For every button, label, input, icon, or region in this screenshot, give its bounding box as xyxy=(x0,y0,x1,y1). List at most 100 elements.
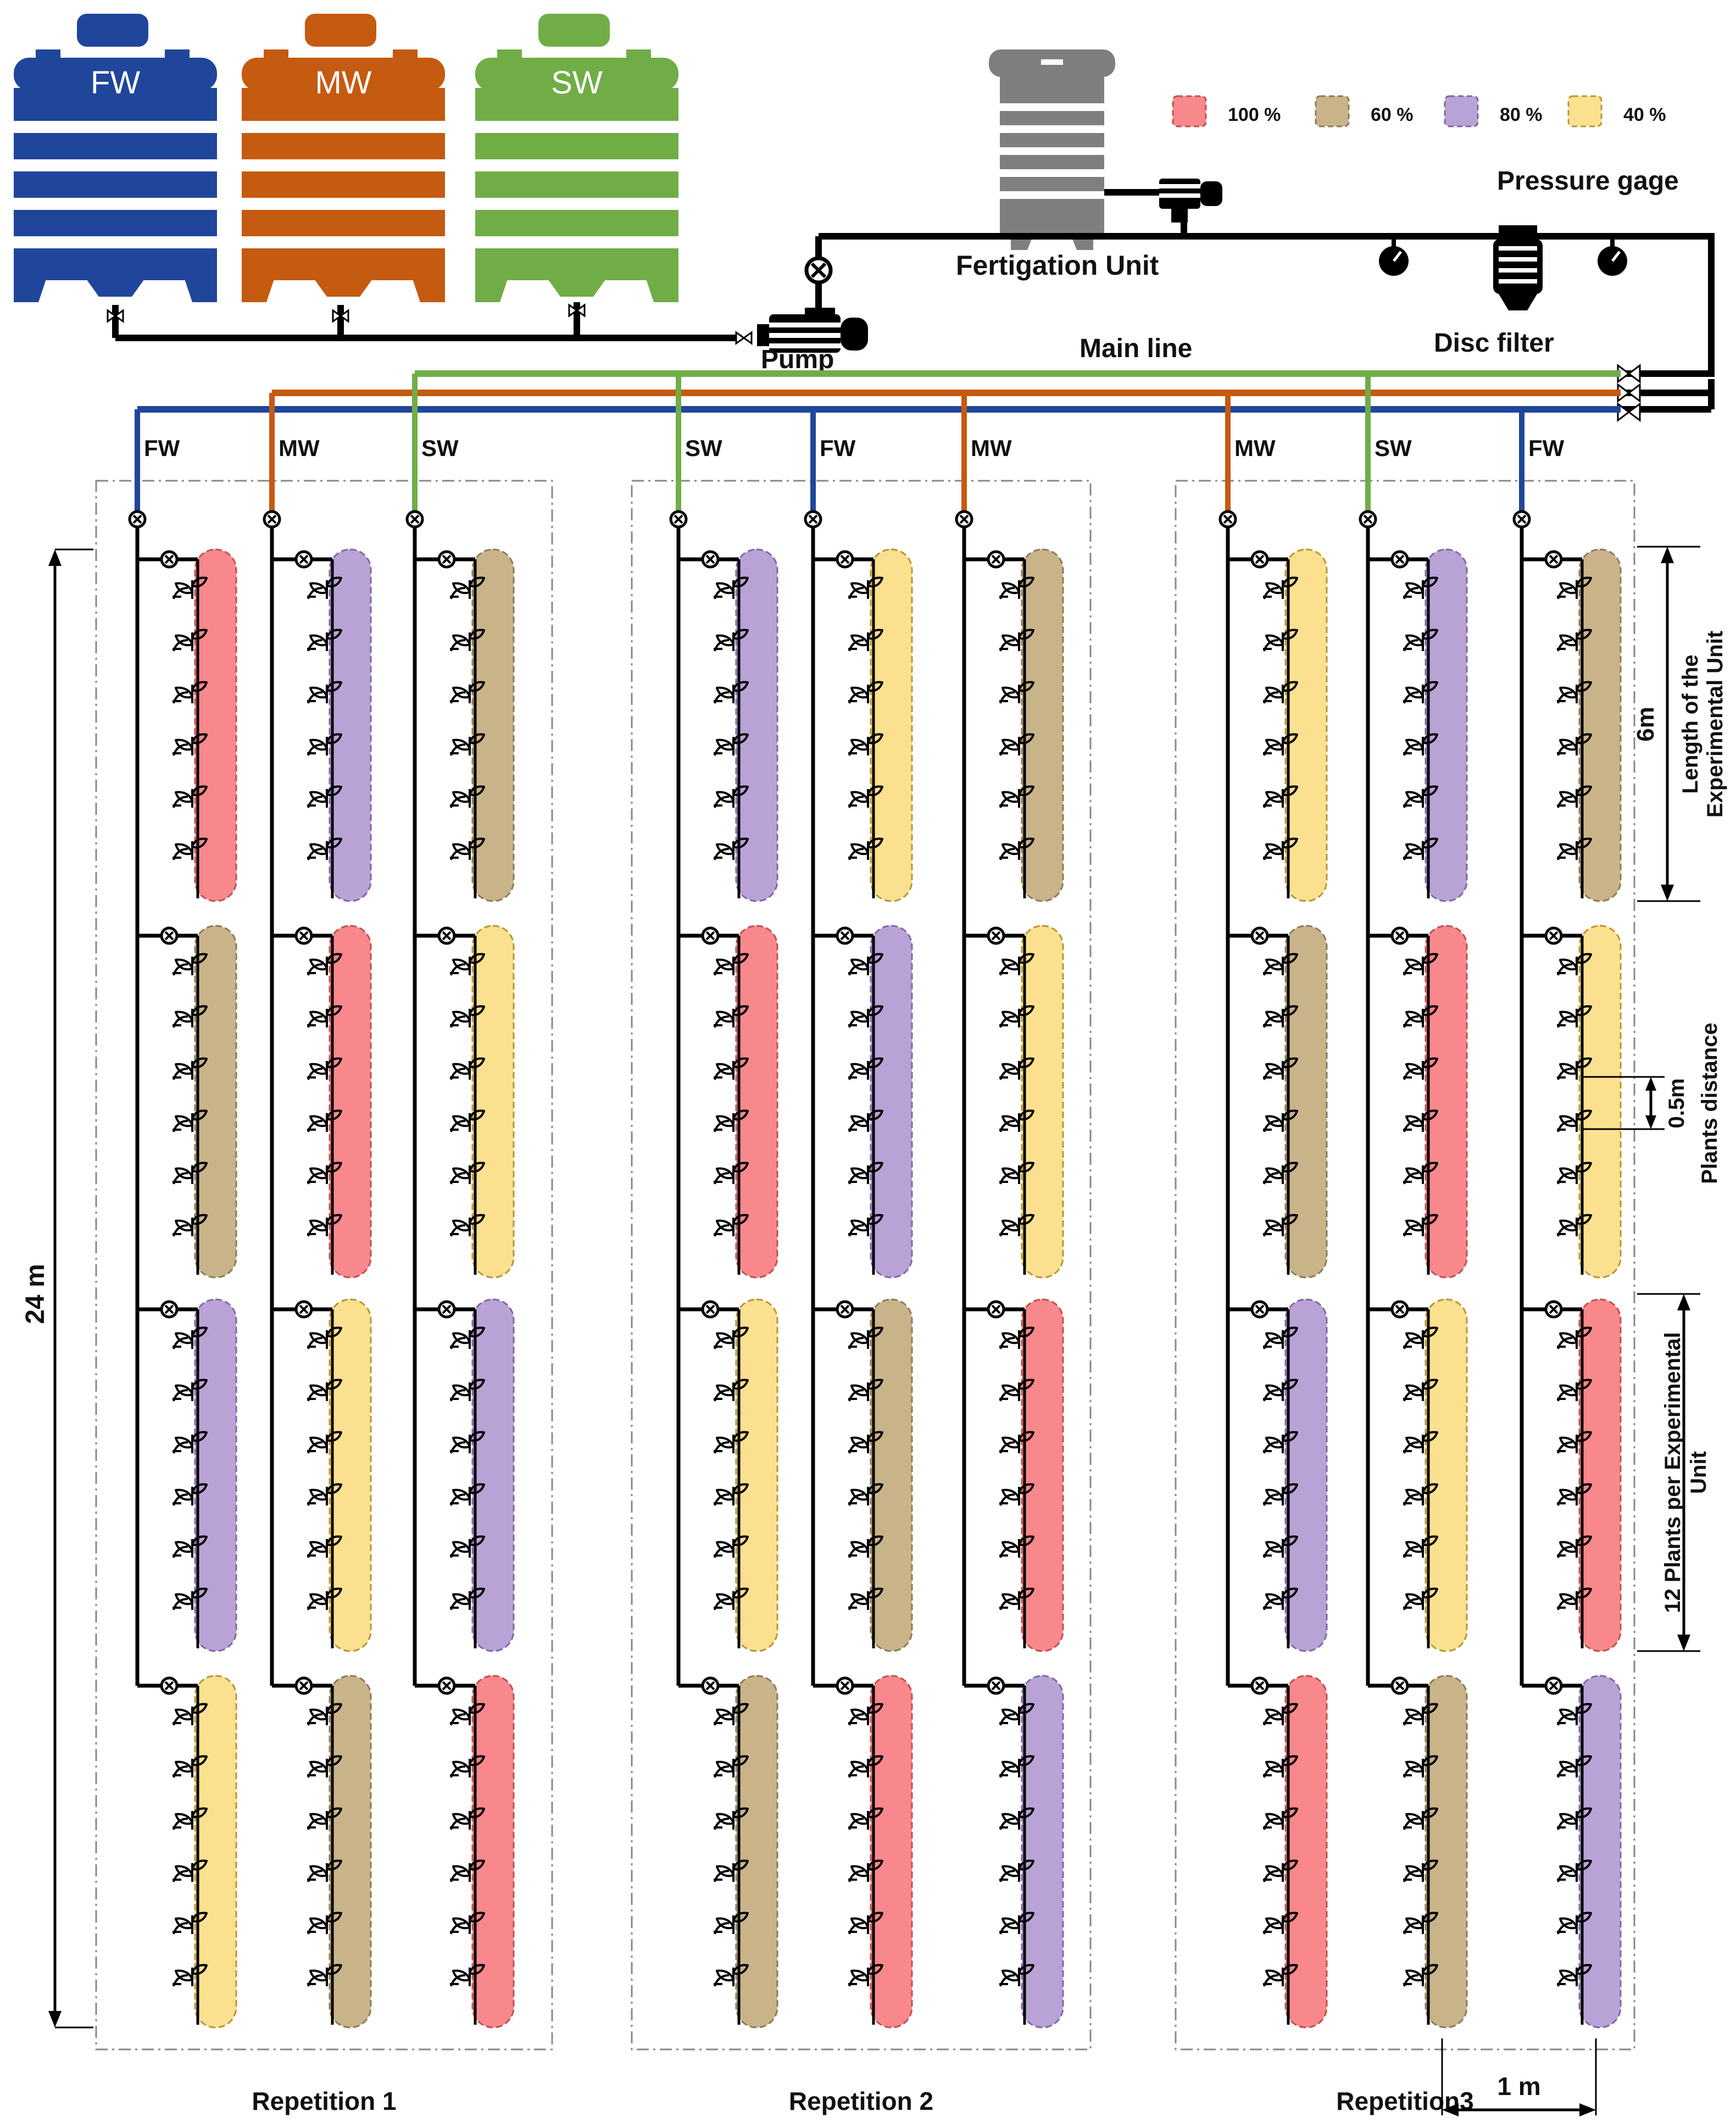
treatment-bed xyxy=(735,1298,778,1652)
experimental-unit xyxy=(964,1298,1064,1652)
legend-item: 100 % xyxy=(1172,95,1281,127)
sub-main-line: MW xyxy=(1220,393,1328,2029)
water-type-label: FW xyxy=(1528,435,1565,461)
plants-per-unit-line-1: 12 Plants per Experimental xyxy=(1661,1332,1685,1613)
water-type-label: MW xyxy=(971,435,1012,461)
pump-label: Pump xyxy=(761,345,834,374)
sub-main-valve-icon xyxy=(1514,512,1529,527)
lateral-valve-icon xyxy=(1546,1678,1561,1693)
experimental-unit xyxy=(272,925,372,1279)
legend: 100 % 60 % 80 % 40 % xyxy=(1172,95,1666,127)
plants-per-unit-line-2: Unit xyxy=(1687,1451,1711,1494)
repetition-boundary xyxy=(95,480,553,2051)
lateral-valve-icon xyxy=(1252,552,1267,567)
lateral-valve-icon xyxy=(703,552,718,567)
legend-swatch xyxy=(1315,95,1350,127)
treatment-bed xyxy=(471,548,515,902)
treatment-bed xyxy=(329,548,372,902)
experimental-unit xyxy=(1228,1298,1328,1652)
lateral-valve-icon xyxy=(1252,928,1267,943)
lateral-valve-icon xyxy=(1252,1678,1267,1693)
legend-label: 60 % xyxy=(1371,104,1414,125)
sub-main-valve-icon xyxy=(956,512,972,527)
main-lines xyxy=(137,370,1621,413)
treatment-bed xyxy=(1284,1675,1328,2029)
treatment-bed xyxy=(329,1675,372,2029)
plant-distance-value: 0.5m xyxy=(1665,1078,1689,1128)
water-tanks: FW MW SW xyxy=(14,14,678,302)
main-line-label: Main line xyxy=(1080,334,1192,363)
unit-length-value: 6m xyxy=(1632,707,1659,742)
plant-distance-caption: Plants distance xyxy=(1698,1023,1722,1184)
treatment-bed xyxy=(1578,925,1622,1279)
pressure-gage-label: Pressure gage xyxy=(1497,166,1679,196)
lateral-valve-icon xyxy=(988,552,1004,567)
treatment-bed xyxy=(329,1298,372,1652)
sub-main-valve-icon xyxy=(407,512,422,527)
treatment-bed xyxy=(471,1675,515,2029)
experimental-unit xyxy=(678,1675,778,2029)
disc-filter xyxy=(1493,225,1543,310)
experimental-unit xyxy=(137,1298,237,1652)
dimension-plant-distance: 0.5m Plants distance xyxy=(1582,1023,1722,1184)
treatment-bed xyxy=(194,925,237,1279)
pressure-gage-right xyxy=(1598,236,1627,276)
treatment-bed xyxy=(735,925,778,1279)
experimental-unit xyxy=(678,548,778,902)
treatment-bed xyxy=(1425,548,1468,902)
sub-main-line: MW xyxy=(264,393,372,2029)
legend-label: 100 % xyxy=(1228,104,1281,125)
legend-swatch xyxy=(1444,95,1479,127)
water-type-label: MW xyxy=(279,435,320,461)
lateral-valve-icon xyxy=(439,552,454,567)
treatment-bed xyxy=(329,925,372,1279)
fertigation-unit-label: Fertigation Unit xyxy=(956,250,1159,281)
experimental-unit xyxy=(1368,1675,1468,2029)
fw-tank: FW xyxy=(14,14,217,302)
experimental-unit xyxy=(813,925,913,1279)
mw-tank-label: MW xyxy=(315,65,371,101)
treatment-bed xyxy=(1425,1675,1468,2029)
experimental-unit xyxy=(813,1298,913,1652)
lateral-valve-icon xyxy=(296,1302,311,1317)
experimental-unit xyxy=(1522,925,1622,1279)
treatment-bed xyxy=(1021,1675,1064,2029)
treatment-bed xyxy=(194,1675,237,2029)
experimental-unit xyxy=(1228,1675,1328,2029)
fertigation-pump xyxy=(1104,179,1222,223)
lateral-valve-icon xyxy=(439,1302,454,1317)
repetition-label: Repetition 2 xyxy=(789,2087,933,2115)
experimental-unit xyxy=(272,1298,372,1652)
lateral-valve-icon xyxy=(988,1678,1004,1693)
water-type-label: FW xyxy=(820,435,856,461)
disc-filter-label: Disc filter xyxy=(1434,329,1554,358)
lateral-valve-icon xyxy=(988,928,1004,943)
treatment-bed xyxy=(1425,1298,1468,1652)
experimental-unit xyxy=(1228,925,1328,1279)
lateral-valve-icon xyxy=(296,1678,311,1693)
legend-item: 60 % xyxy=(1315,95,1414,127)
experimental-unit xyxy=(964,925,1064,1279)
water-type-label: SW xyxy=(1375,435,1412,461)
sub-main-line: SW xyxy=(1360,374,1468,2029)
dimension-unit-length: 6m Length of the Experimental Unit xyxy=(1632,546,1727,902)
sub-main-line: FW xyxy=(1514,409,1622,2029)
lateral-valve-icon xyxy=(162,1302,177,1317)
lateral-spacing-label: 1 m xyxy=(1497,2072,1540,2101)
legend-label: 80 % xyxy=(1500,104,1543,125)
dimension-lateral-spacing: 1 m xyxy=(1441,2038,1597,2116)
unit-length-caption-1: Length of the xyxy=(1678,654,1702,793)
experimental-unit xyxy=(1522,1298,1622,1652)
sub-main-line: FW xyxy=(805,409,913,2029)
sub-main-valve-icon xyxy=(1360,512,1376,527)
experimental-unit xyxy=(272,1675,372,2029)
unit-length-caption-2: Experimental Unit xyxy=(1703,631,1727,818)
treatment-bed xyxy=(1578,548,1622,902)
experimental-unit xyxy=(964,548,1064,902)
lateral-valve-icon xyxy=(439,1678,454,1693)
treatment-bed xyxy=(471,1298,515,1652)
lateral-valve-icon xyxy=(162,928,177,943)
mw-tank: MW xyxy=(242,14,445,302)
